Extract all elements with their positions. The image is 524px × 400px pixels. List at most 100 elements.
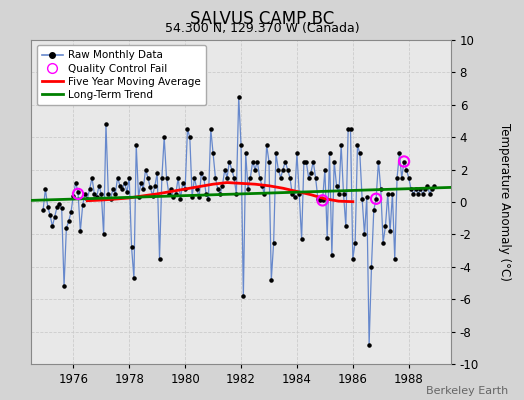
Point	[174, 174, 182, 181]
Point	[386, 228, 394, 234]
Point	[218, 182, 226, 189]
Y-axis label: Temperature Anomaly (°C): Temperature Anomaly (°C)	[498, 123, 511, 281]
Point	[269, 239, 278, 246]
Point	[390, 256, 399, 262]
Point	[53, 204, 61, 210]
Point	[116, 182, 124, 189]
Point	[223, 174, 231, 181]
Point	[127, 244, 136, 250]
Point	[242, 150, 250, 156]
Point	[400, 158, 408, 165]
Point	[74, 191, 82, 197]
Point	[244, 186, 252, 192]
Point	[328, 252, 336, 259]
Point	[109, 186, 117, 192]
Point	[377, 186, 385, 192]
Point	[41, 186, 50, 192]
Point	[104, 191, 113, 197]
Point	[260, 191, 268, 197]
Point	[172, 191, 180, 197]
Text: SALVUS CAMP,BC: SALVUS CAMP,BC	[190, 10, 334, 28]
Point	[160, 134, 168, 140]
Point	[151, 182, 159, 189]
Point	[274, 166, 282, 173]
Point	[348, 256, 357, 262]
Point	[300, 158, 308, 165]
Point	[423, 182, 432, 189]
Point	[83, 196, 92, 202]
Point	[286, 174, 294, 181]
Point	[316, 197, 324, 204]
Point	[298, 236, 306, 242]
Point	[321, 166, 329, 173]
Point	[204, 196, 213, 202]
Point	[253, 158, 261, 165]
Point	[416, 186, 424, 192]
Point	[71, 179, 80, 186]
Point	[314, 196, 322, 202]
Point	[281, 158, 289, 165]
Point	[97, 191, 105, 197]
Point	[419, 191, 427, 197]
Point	[85, 186, 94, 192]
Point	[113, 174, 122, 181]
Point	[125, 174, 134, 181]
Point	[263, 142, 271, 148]
Point	[356, 150, 364, 156]
Point	[102, 121, 110, 128]
Point	[307, 170, 315, 176]
Point	[106, 196, 115, 202]
Point	[165, 191, 173, 197]
Point	[167, 186, 176, 192]
Point	[211, 174, 220, 181]
Point	[363, 194, 371, 200]
Point	[190, 174, 199, 181]
Point	[265, 158, 273, 165]
Point	[290, 194, 299, 200]
Point	[381, 223, 390, 230]
Point	[309, 158, 318, 165]
Point	[267, 276, 276, 283]
Point	[169, 194, 178, 200]
Point	[153, 170, 161, 176]
Point	[288, 191, 297, 197]
Point	[179, 179, 187, 186]
Point	[405, 174, 413, 181]
Point	[230, 174, 238, 181]
Point	[155, 256, 163, 262]
Point	[337, 142, 345, 148]
Point	[79, 202, 87, 208]
Point	[92, 194, 101, 200]
Point	[232, 191, 241, 197]
Point	[144, 174, 152, 181]
Point	[365, 341, 373, 348]
Point	[277, 174, 285, 181]
Point	[295, 191, 303, 197]
Point	[95, 182, 103, 189]
Point	[134, 194, 143, 200]
Point	[400, 158, 408, 165]
Point	[181, 186, 189, 192]
Point	[137, 179, 145, 186]
Point	[311, 174, 320, 181]
Point	[216, 191, 224, 197]
Point	[158, 174, 166, 181]
Point	[46, 212, 54, 218]
Point	[251, 166, 259, 173]
Point	[76, 228, 84, 234]
Point	[214, 186, 222, 192]
Point	[48, 223, 57, 230]
Point	[58, 205, 66, 212]
Point	[64, 218, 73, 225]
Point	[323, 234, 331, 241]
Point	[206, 126, 215, 132]
Point	[351, 239, 359, 246]
Point	[283, 166, 292, 173]
Point	[425, 191, 434, 197]
Point	[50, 213, 59, 220]
Point	[272, 150, 280, 156]
Point	[39, 207, 47, 213]
Point	[407, 186, 415, 192]
Point	[430, 182, 439, 189]
Point	[132, 142, 140, 148]
